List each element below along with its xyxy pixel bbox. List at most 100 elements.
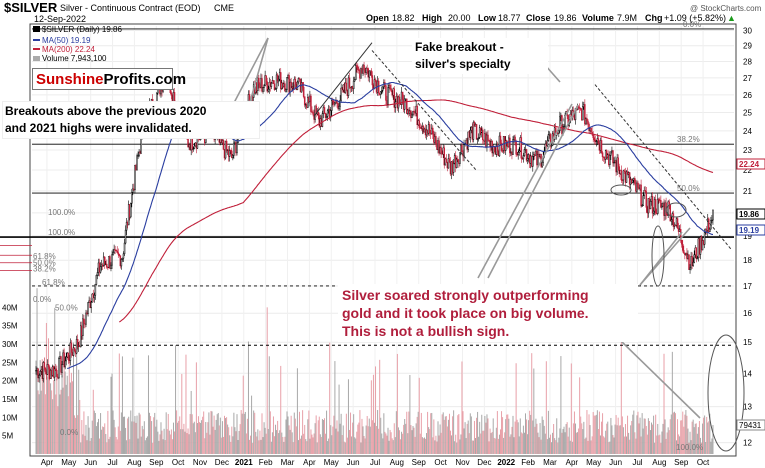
volume-bar (637, 411, 639, 454)
price-tick-label: 26 (743, 91, 752, 100)
candle-body (600, 140, 603, 153)
volume-bar (414, 436, 416, 454)
volume-bar (491, 431, 493, 454)
volume-bar (543, 425, 545, 454)
volume-bar (470, 416, 472, 454)
volume-bar (592, 412, 594, 454)
volume-bar (301, 435, 303, 454)
volume-bar (319, 434, 321, 454)
volume-bar (238, 430, 240, 454)
volume-bar (62, 387, 64, 454)
volume-bar (144, 440, 146, 454)
candle-body (661, 205, 663, 208)
price-tick-label: 23 (743, 146, 752, 155)
candle-body (541, 161, 543, 167)
time-tick-label: Oct (172, 458, 185, 467)
svg-text:79431: 79431 (739, 421, 762, 430)
legend: $SILVER (Daily) 19.86 MA(50) 19.19 MA(20… (33, 25, 122, 63)
volume-bar (666, 432, 668, 454)
chart-exchange: CME (214, 3, 234, 13)
candle-body (303, 96, 306, 106)
volume-bar (194, 432, 196, 454)
volume-tick-label: 25M (2, 358, 18, 367)
volume-bar (522, 425, 524, 454)
volume-bar (128, 416, 130, 454)
volume-bar (346, 437, 348, 454)
volume-bar (583, 421, 585, 454)
candle-body (595, 140, 598, 143)
volume-bar (616, 425, 618, 454)
volume-bar (348, 429, 350, 454)
volume-bar (402, 433, 404, 454)
volume-bar (611, 425, 613, 454)
volume-bar (378, 428, 380, 454)
volume-bar (428, 427, 430, 454)
volume-bar (655, 414, 657, 454)
volume-bar (635, 438, 637, 454)
volume-bar (547, 410, 549, 454)
volume-bar (595, 414, 597, 454)
volume-bar (602, 413, 604, 454)
volume-bar (535, 418, 537, 454)
volume-bar (465, 438, 467, 454)
volume-bar (220, 437, 222, 454)
volume-bar (413, 427, 415, 454)
volume-bar (469, 413, 471, 454)
volume-bar (57, 406, 59, 454)
volume-bar (471, 440, 473, 454)
volume-bar (554, 438, 556, 454)
candle-body (696, 257, 699, 260)
volume-bar (639, 417, 641, 454)
candle-body (610, 151, 612, 156)
candle-body (258, 77, 260, 85)
candle-body (469, 129, 472, 138)
volume-bar (667, 427, 669, 454)
volume-bar (41, 359, 43, 454)
volume-bar (284, 436, 286, 454)
volume-bar (368, 418, 370, 454)
volume-bar (494, 438, 496, 454)
volume-bar (127, 418, 129, 454)
volume-bar (277, 420, 279, 454)
volume-bar (315, 415, 317, 454)
price-tick-label: 22 (743, 166, 752, 175)
volume-bar (711, 438, 713, 454)
candle-body (371, 75, 374, 86)
highlight-ellipses (610, 184, 745, 452)
volume-bar (109, 436, 111, 454)
volume-bar (119, 430, 121, 454)
volume-bar (701, 442, 703, 454)
volume-bar (235, 431, 237, 454)
candle-body (290, 81, 292, 88)
volume-bar (495, 427, 497, 454)
volume-bar (460, 434, 462, 454)
volume-bar (619, 425, 621, 454)
volume-bar (379, 359, 381, 454)
volume-bar (549, 434, 551, 454)
volume-bar (300, 438, 302, 454)
volume-bar (66, 375, 68, 454)
volume-bar (432, 437, 434, 454)
volume-bar (157, 431, 159, 454)
volume-bar (218, 425, 220, 454)
volume-bar (437, 421, 439, 454)
volume-bar (390, 432, 392, 454)
candle-body (628, 172, 631, 185)
volume-bar (94, 412, 96, 454)
candle-body (321, 113, 324, 127)
volume-bar (442, 412, 444, 454)
candle-body (459, 152, 461, 164)
volume-bar (369, 426, 371, 454)
volume-bar (537, 432, 539, 454)
candle-body (477, 137, 480, 139)
volume-bar (266, 307, 268, 454)
candle-body (262, 87, 264, 92)
annotation-fake-line2: silver's specialty (415, 57, 511, 71)
volume-bar (165, 412, 167, 454)
candle-body (645, 191, 648, 208)
volume-bar (422, 438, 424, 454)
time-tick-label: Sep (149, 458, 164, 467)
volume-bar (450, 430, 452, 454)
volume-bar (565, 424, 567, 454)
volume-bar (126, 440, 128, 454)
